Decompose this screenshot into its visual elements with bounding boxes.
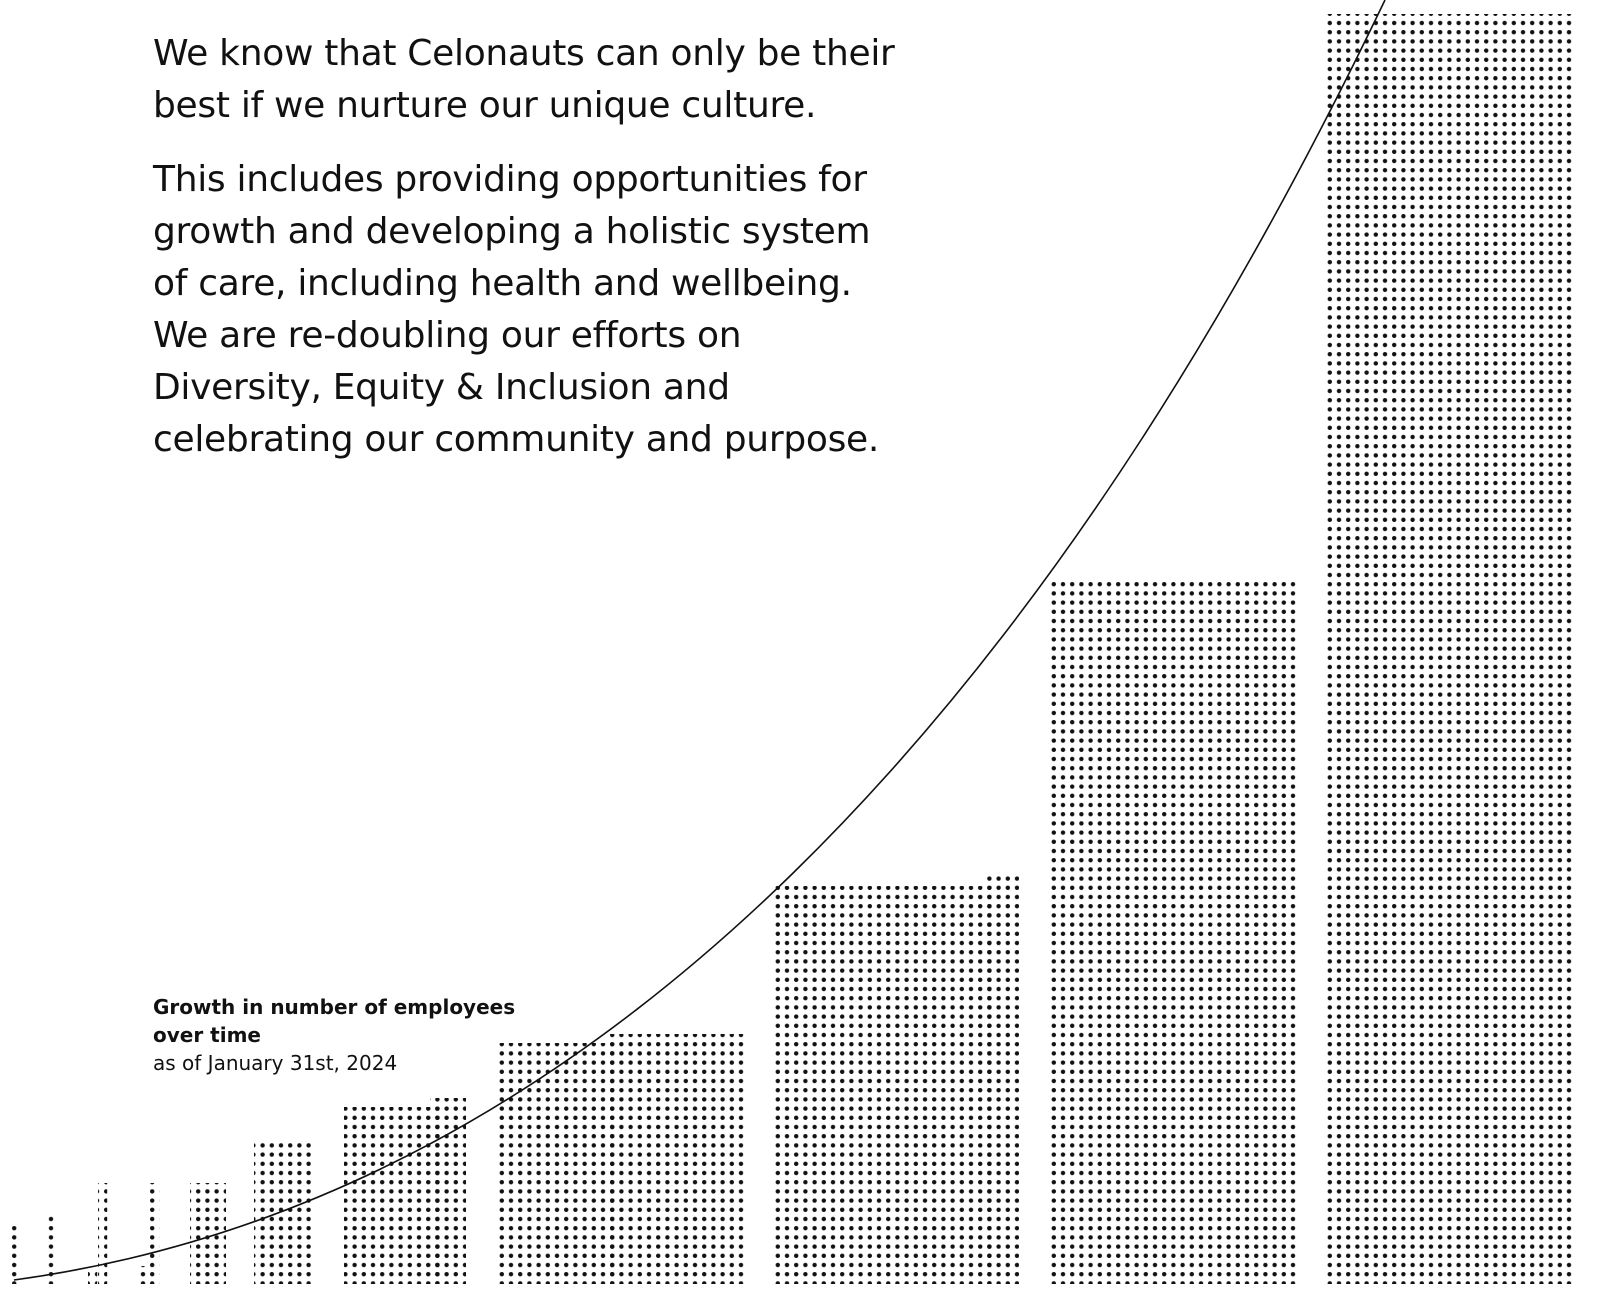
dot-bar (344, 1107, 444, 1284)
paragraph: We know that Celonauts can only be their… (153, 33, 895, 126)
copy: We know that Celonauts can only be their… (153, 28, 898, 488)
dot-bar (983, 876, 1019, 1284)
dot-bar (88, 1270, 98, 1284)
caption-subtitle: as of January 31st, 2024 (153, 1051, 398, 1075)
paragraph: This includes providing opportunities fo… (153, 159, 880, 460)
dot-bar (98, 1183, 108, 1284)
dot-bar (496, 1043, 616, 1284)
caption: Growth in number of employees over time … (153, 993, 553, 1077)
dot-bar (1049, 580, 1297, 1284)
dot-bar (606, 1034, 744, 1284)
growth-curve (13, 0, 1386, 1281)
dot-bars (10, 14, 1572, 1284)
dot-bar (430, 1098, 466, 1284)
dot-bar (1326, 14, 1572, 1284)
dot-bar (150, 1183, 160, 1284)
dot-bar (772, 886, 992, 1284)
dot-bar (139, 1266, 149, 1284)
dot-bar (48, 1214, 58, 1284)
caption-title: Growth in number of employees over time (153, 995, 516, 1047)
dot-bar (10, 1224, 20, 1284)
